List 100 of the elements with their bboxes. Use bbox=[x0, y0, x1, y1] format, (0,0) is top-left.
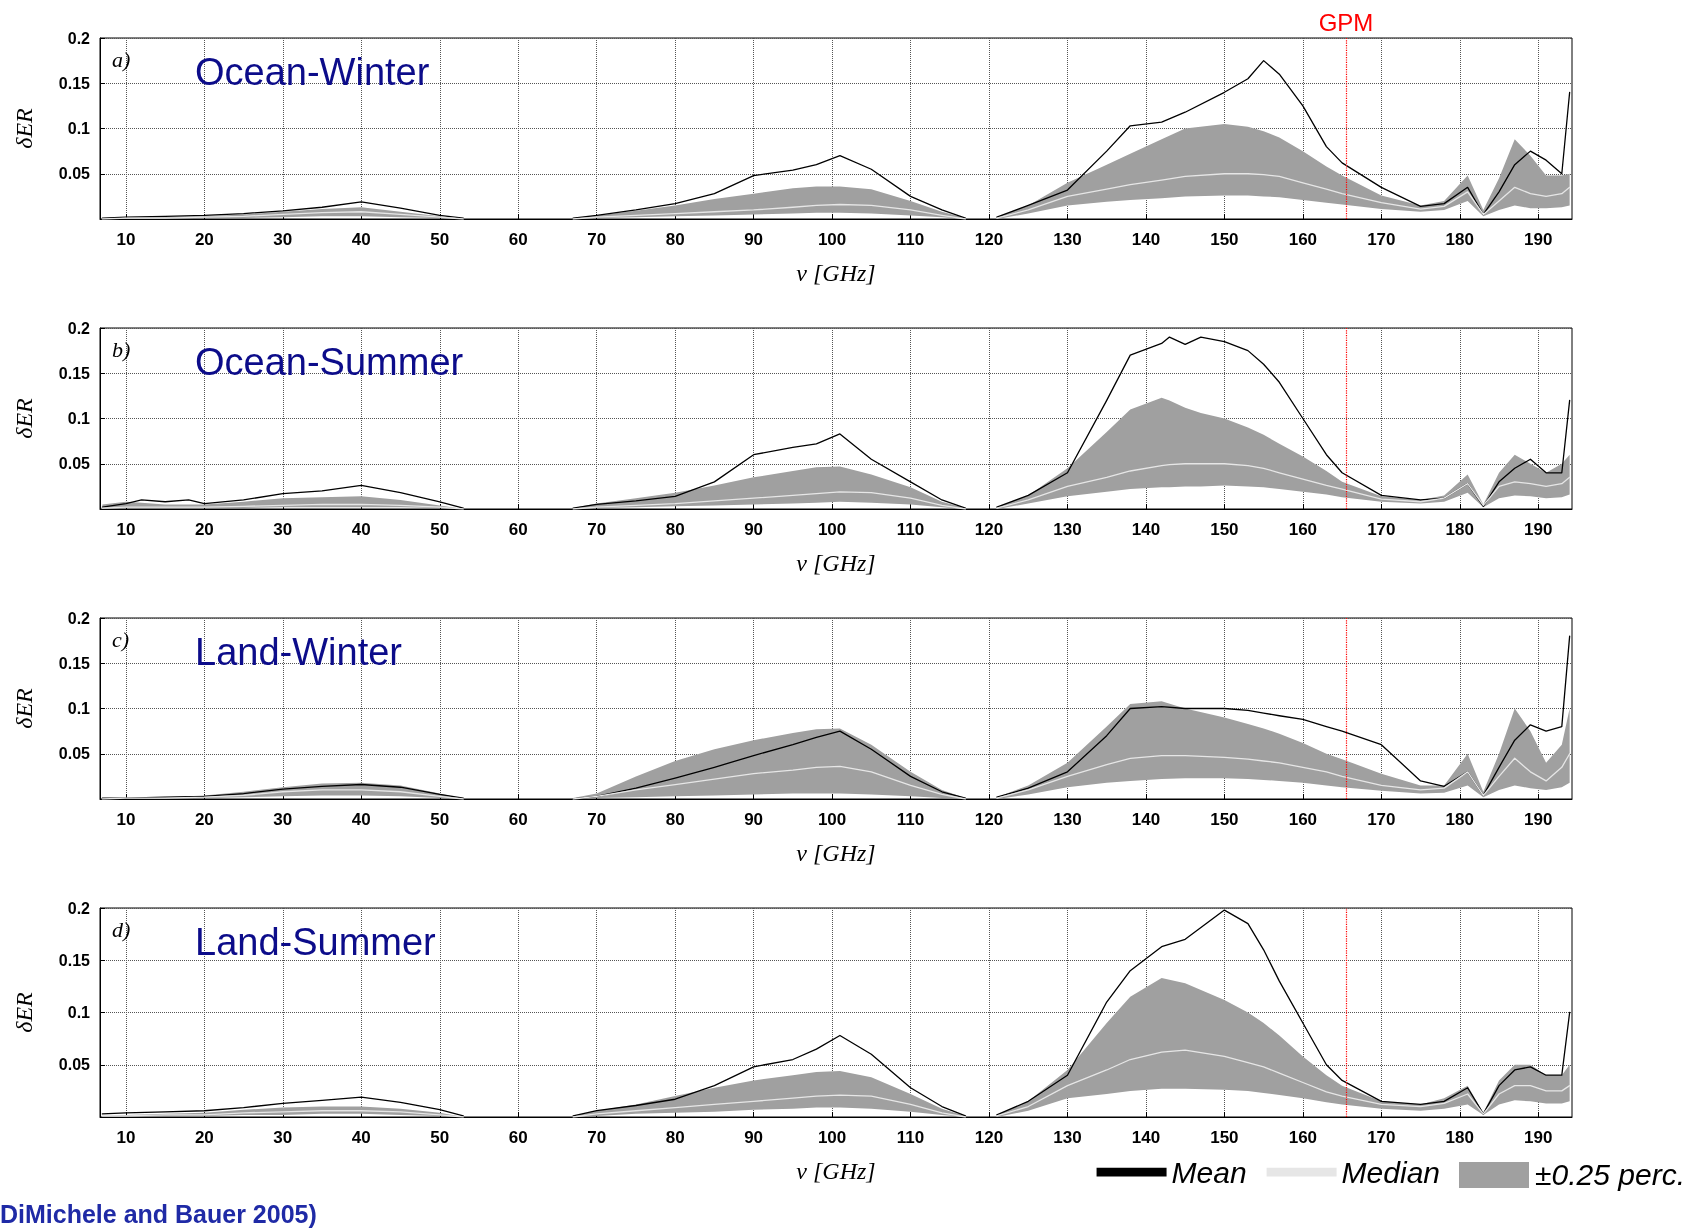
x-tick-label: 70 bbox=[587, 520, 607, 539]
x-tick-label: 100 bbox=[817, 230, 847, 249]
x-tick-label: 30 bbox=[273, 520, 293, 539]
x-tick-label: 100 bbox=[817, 810, 847, 829]
x-tick-label: 40 bbox=[351, 810, 371, 829]
x-axis-title: ν [GHz] bbox=[796, 260, 876, 286]
x-tick-label: 90 bbox=[744, 810, 764, 829]
x-tick-label: 70 bbox=[587, 810, 607, 829]
x-tick-label: 90 bbox=[744, 520, 764, 539]
y-tick-label: 0.15 bbox=[58, 654, 91, 672]
x-tick-label: 110 bbox=[896, 810, 925, 829]
x-tick-label: 90 bbox=[744, 1128, 764, 1147]
x-tick-label: 60 bbox=[508, 810, 528, 829]
x-tick-label: 20 bbox=[194, 810, 214, 829]
x-tick-label: 160 bbox=[1288, 810, 1318, 829]
x-tick-label: 50 bbox=[430, 520, 450, 539]
x-tick-label: 130 bbox=[1053, 1128, 1082, 1147]
x-tick-label: 30 bbox=[273, 1128, 293, 1147]
x-tick-label: 170 bbox=[1367, 230, 1396, 249]
y-tick-label: 0.05 bbox=[58, 1056, 91, 1074]
chart-title: Ocean-Summer bbox=[195, 341, 464, 383]
x-tick-label: 160 bbox=[1288, 1128, 1318, 1147]
x-tick-label: 60 bbox=[508, 520, 528, 539]
chart-title: Land-Winter bbox=[195, 631, 403, 673]
text: DiMichele and Bauer 2005) bbox=[0, 1199, 317, 1228]
x-tick-label: 160 bbox=[1288, 230, 1318, 249]
legend-label: Mean bbox=[1171, 1155, 1247, 1189]
x-tick-label: 110 bbox=[896, 520, 925, 539]
x-tick-label: 20 bbox=[194, 520, 214, 539]
ref-line-label: GPM bbox=[1318, 8, 1374, 36]
x-tick-label: 170 bbox=[1367, 1128, 1396, 1147]
x-tick-label: 180 bbox=[1445, 810, 1474, 829]
x-tick-label: 120 bbox=[974, 810, 1004, 829]
x-tick-label: 10 bbox=[116, 810, 136, 829]
y-tick-label: 0.1 bbox=[67, 410, 91, 427]
x-tick-label: 40 bbox=[351, 520, 371, 539]
y-tick-label: 0.05 bbox=[58, 745, 91, 763]
x-tick-label: 140 bbox=[1131, 520, 1161, 539]
x-tick-label: 140 bbox=[1131, 1128, 1161, 1147]
x-tick-label: 80 bbox=[665, 520, 685, 539]
y-tick-label: 0.15 bbox=[58, 74, 91, 92]
x-tick-label: 70 bbox=[587, 230, 607, 249]
x-tick-label: 20 bbox=[194, 1128, 214, 1147]
y-tick-label: 0.2 bbox=[67, 319, 91, 337]
x-tick-label: 60 bbox=[508, 230, 528, 249]
x-tick-label: 130 bbox=[1053, 230, 1082, 249]
x-axis-title: ν [GHz] bbox=[796, 840, 876, 866]
x-tick-label: 140 bbox=[1131, 810, 1161, 829]
x-tick-label: 40 bbox=[351, 230, 371, 249]
x-tick-label: 80 bbox=[665, 1128, 685, 1147]
x-tick-label: 50 bbox=[430, 230, 450, 249]
y-axis-title: δER bbox=[11, 687, 37, 729]
x-tick-label: 150 bbox=[1210, 810, 1239, 829]
y-axis-title: δER bbox=[11, 107, 37, 149]
y-tick-label: 0.2 bbox=[67, 609, 91, 627]
annotation: d) bbox=[112, 916, 131, 942]
annotation: a) bbox=[112, 46, 131, 72]
x-tick-label: 170 bbox=[1367, 810, 1396, 829]
x-tick-label: 180 bbox=[1445, 520, 1474, 539]
y-tick-label: 0.1 bbox=[67, 120, 91, 137]
y-tick-label: 0.15 bbox=[58, 951, 91, 969]
x-tick-label: 140 bbox=[1131, 230, 1161, 249]
y-tick-label: 0.1 bbox=[67, 700, 91, 717]
x-axis-title: ν [GHz] bbox=[796, 550, 876, 576]
legend-label: Median bbox=[1341, 1155, 1441, 1189]
x-tick-label: 10 bbox=[116, 1128, 136, 1147]
x-tick-label: 190 bbox=[1524, 810, 1553, 829]
x-tick-label: 30 bbox=[273, 230, 293, 249]
y-tick-label: 0.2 bbox=[67, 899, 91, 917]
x-tick-label: 130 bbox=[1053, 810, 1082, 829]
x-tick-label: 80 bbox=[665, 810, 685, 829]
x-tick-label: 150 bbox=[1210, 230, 1239, 249]
y-tick-label: 0.05 bbox=[58, 165, 91, 183]
x-tick-label: 180 bbox=[1445, 230, 1474, 249]
x-tick-label: 120 bbox=[974, 520, 1004, 539]
chart-title: Land-Summer bbox=[195, 921, 437, 963]
x-tick-label: 70 bbox=[587, 1128, 607, 1147]
x-axis-title: ν [GHz] bbox=[796, 1158, 876, 1184]
x-tick-label: 100 bbox=[817, 520, 847, 539]
x-tick-label: 80 bbox=[665, 230, 685, 249]
x-tick-label: 10 bbox=[116, 520, 136, 539]
y-axis-title: δER bbox=[11, 991, 37, 1033]
y-tick-label: 0.1 bbox=[67, 1004, 91, 1021]
annotation: b) bbox=[112, 336, 131, 362]
x-tick-label: 120 bbox=[974, 230, 1004, 249]
x-tick-label: 90 bbox=[744, 230, 764, 249]
x-tick-label: 100 bbox=[817, 1128, 847, 1147]
x-tick-label: 60 bbox=[508, 1128, 528, 1147]
text: ±0.25 perc. bbox=[1535, 1158, 1685, 1192]
x-tick-label: 30 bbox=[273, 810, 293, 829]
x-tick-label: 120 bbox=[974, 1128, 1004, 1147]
x-tick-label: 190 bbox=[1524, 1128, 1553, 1147]
x-tick-label: 50 bbox=[430, 810, 450, 829]
y-tick-label: 0.2 bbox=[67, 29, 91, 47]
y-tick-label: 0.15 bbox=[58, 364, 91, 382]
x-tick-label: 50 bbox=[430, 1128, 450, 1147]
x-tick-label: 190 bbox=[1524, 520, 1553, 539]
x-tick-label: 130 bbox=[1053, 520, 1082, 539]
x-tick-label: 40 bbox=[351, 1128, 371, 1147]
x-tick-label: 160 bbox=[1288, 520, 1318, 539]
